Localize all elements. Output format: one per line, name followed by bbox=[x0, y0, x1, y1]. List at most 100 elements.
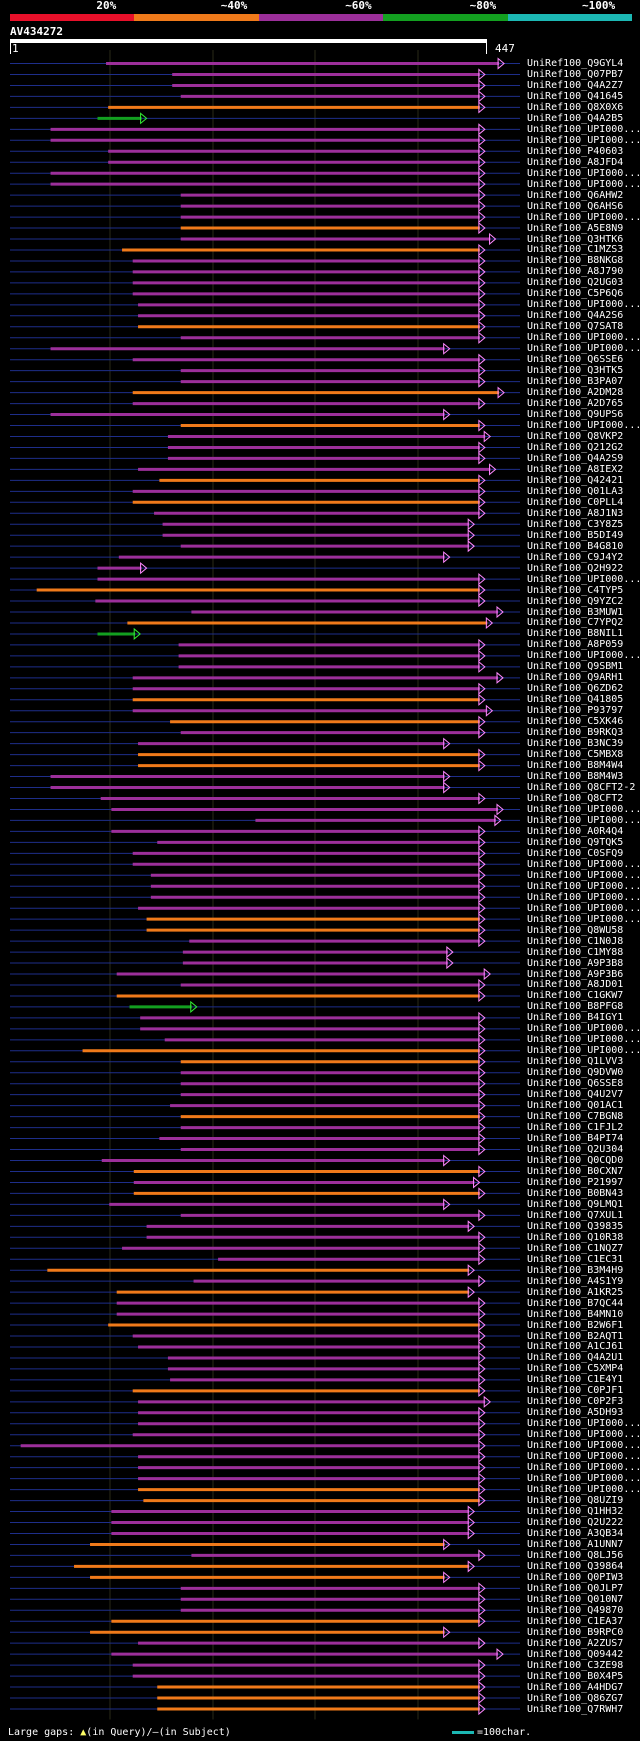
hit-label[interactable]: UniRef100_B4IGY1 bbox=[527, 1012, 624, 1024]
hit-label[interactable]: UniRef100_A4HDG7 bbox=[527, 1681, 624, 1693]
hit-label[interactable]: UniRef100_Q6ZD62 bbox=[527, 683, 624, 695]
hit-label[interactable]: UniRef100_Q9TQK5 bbox=[527, 836, 624, 848]
hit-label[interactable]: UniRef100_UPI000... bbox=[527, 913, 640, 925]
hit-label[interactable]: UniRef100_B2W6F1 bbox=[527, 1319, 624, 1331]
hit-label[interactable]: UniRef100_C5XK46 bbox=[527, 716, 624, 728]
hit-label[interactable]: UniRef100_Q9LMQ1 bbox=[527, 1198, 624, 1210]
hit-label[interactable]: UniRef100_Q41645 bbox=[527, 90, 624, 102]
hit-label[interactable]: UniRef100_C7BGN8 bbox=[527, 1111, 624, 1123]
hit-label[interactable]: UniRef100_Q9GYL4 bbox=[527, 58, 624, 69]
hit-label[interactable]: UniRef100_UPI000... bbox=[527, 134, 640, 146]
hit-label[interactable]: UniRef100_UPI000... bbox=[527, 1429, 640, 1441]
hit-label[interactable]: UniRef100_Q8CFT2-2 bbox=[527, 782, 636, 794]
hit-label[interactable]: UniRef100_C5P6Q6 bbox=[527, 288, 624, 300]
hit-label[interactable]: UniRef100_UPI000... bbox=[527, 1440, 640, 1452]
hit-label[interactable]: UniRef100_B2AQT1 bbox=[527, 1330, 624, 1342]
hit-label[interactable]: UniRef100_A5E8N9 bbox=[527, 222, 624, 234]
hit-label[interactable]: UniRef100_UPI000... bbox=[527, 814, 640, 826]
hit-label[interactable]: UniRef100_Q0PIW3 bbox=[527, 1571, 624, 1583]
hit-label[interactable]: UniRef100_B9RPC0 bbox=[527, 1626, 624, 1638]
hit-label[interactable]: UniRef100_Q8VKP2 bbox=[527, 430, 624, 442]
hit-label[interactable]: UniRef100_Q9DVW0 bbox=[527, 1067, 624, 1079]
hit-label[interactable]: UniRef100_C1EC31 bbox=[527, 1253, 624, 1265]
hit-label[interactable]: UniRef100_Q9UPS6 bbox=[527, 409, 624, 421]
hit-label[interactable]: UniRef100_C4TYP5 bbox=[527, 584, 624, 596]
hit-label[interactable]: UniRef100_A1UNN7 bbox=[527, 1538, 624, 1550]
hit-label[interactable]: UniRef100_UPI000... bbox=[527, 880, 640, 892]
hit-label[interactable]: UniRef100_C5MBX8 bbox=[527, 749, 624, 761]
hit-label[interactable]: UniRef100_Q1LVV3 bbox=[527, 1056, 624, 1068]
hit-label[interactable]: UniRef100_Q212G2 bbox=[527, 441, 624, 453]
hit-label[interactable]: UniRef100_A1CJ61 bbox=[527, 1341, 624, 1353]
hit-label[interactable]: UniRef100_A2ZUS7 bbox=[527, 1637, 624, 1649]
hit-label[interactable]: UniRef100_A3QB34 bbox=[527, 1527, 624, 1539]
hit-label[interactable]: UniRef100_B4MN10 bbox=[527, 1308, 624, 1320]
hit-label[interactable]: UniRef100_C1FJL2 bbox=[527, 1122, 624, 1134]
hit-label[interactable]: UniRef100_B8M4W4 bbox=[527, 760, 624, 772]
hit-label[interactable]: UniRef100_A2D765 bbox=[527, 398, 624, 410]
hit-label[interactable]: UniRef100_A8IEX2 bbox=[527, 463, 624, 475]
hit-label[interactable]: UniRef100_Q2H922 bbox=[527, 562, 624, 574]
hit-label[interactable]: UniRef100_Q9SBM1 bbox=[527, 661, 624, 673]
hit-label[interactable]: UniRef100_C7YPQ2 bbox=[527, 617, 624, 629]
hit-label[interactable]: UniRef100_Q7RWH7 bbox=[527, 1703, 624, 1715]
hit-label[interactable]: UniRef100_B4PI74 bbox=[527, 1133, 624, 1145]
hit-label[interactable]: UniRef100_C1EA37 bbox=[527, 1615, 624, 1627]
hit-label[interactable]: UniRef100_Q0CQD0 bbox=[527, 1155, 624, 1166]
hit-label[interactable]: UniRef100_B3MUW1 bbox=[527, 606, 624, 618]
hit-label[interactable]: UniRef100_A8JFD4 bbox=[527, 156, 624, 168]
hit-label[interactable]: UniRef100_B0X4P5 bbox=[527, 1670, 624, 1682]
hit-label[interactable]: UniRef100_Q86ZG7 bbox=[527, 1692, 624, 1704]
hit-label[interactable]: UniRef100_B7QC44 bbox=[527, 1297, 624, 1309]
hit-label[interactable]: UniRef100_UPI000... bbox=[527, 573, 640, 585]
hit-label[interactable]: UniRef100_B9RKQ3 bbox=[527, 727, 624, 739]
hit-label[interactable]: UniRef100_Q3HTK5 bbox=[527, 365, 624, 377]
hit-label[interactable]: UniRef100_A4S1Y9 bbox=[527, 1275, 624, 1287]
hit-label[interactable]: UniRef100_A9P3B6 bbox=[527, 968, 624, 980]
hit-label[interactable]: UniRef100_UPI000... bbox=[527, 1451, 640, 1463]
hit-label[interactable]: UniRef100_A9P3B8 bbox=[527, 957, 624, 969]
hit-label[interactable]: UniRef100_C1NQZ7 bbox=[527, 1242, 624, 1254]
hit-label[interactable]: UniRef100_Q6AHW2 bbox=[527, 189, 624, 201]
hit-label[interactable]: UniRef100_UPI000... bbox=[527, 858, 640, 870]
hit-label[interactable]: UniRef100_B0CXN7 bbox=[527, 1165, 624, 1177]
hit-label[interactable]: UniRef100_Q9ARH1 bbox=[527, 672, 624, 684]
hit-label[interactable]: UniRef100_Q4A2S6 bbox=[527, 310, 624, 322]
hit-label[interactable]: UniRef100_UPI000... bbox=[527, 299, 640, 311]
hit-label[interactable]: UniRef100_UPI000... bbox=[527, 332, 640, 344]
hit-label[interactable]: UniRef100_Q4A2Z7 bbox=[527, 79, 624, 91]
hit-label[interactable]: UniRef100_UPI000... bbox=[527, 1023, 640, 1035]
hit-label[interactable]: UniRef100_Q39835 bbox=[527, 1220, 624, 1232]
hit-label[interactable]: UniRef100_Q6SSE6 bbox=[527, 354, 624, 366]
hit-label[interactable]: UniRef100_UPI000... bbox=[527, 650, 640, 662]
hit-label[interactable]: UniRef100_Q010N7 bbox=[527, 1593, 624, 1605]
hit-label[interactable]: UniRef100_Q8UZI9 bbox=[527, 1495, 624, 1507]
hit-label[interactable]: UniRef100_A8P059 bbox=[527, 639, 624, 651]
hit-label[interactable]: UniRef100_C1MY88 bbox=[527, 946, 624, 958]
hit-label[interactable]: UniRef100_B8M4W3 bbox=[527, 771, 624, 783]
hit-label[interactable]: UniRef100_B3M4H9 bbox=[527, 1264, 624, 1276]
hit-label[interactable]: UniRef100_Q8CFT2 bbox=[527, 792, 624, 804]
hit-label[interactable]: UniRef100_Q2UG03 bbox=[527, 277, 624, 289]
hit-label[interactable]: UniRef100_Q8WU58 bbox=[527, 924, 624, 936]
hit-label[interactable]: UniRef100_Q1HH32 bbox=[527, 1506, 624, 1518]
hit-label[interactable]: UniRef100_B8PFG8 bbox=[527, 1001, 624, 1013]
hit-label[interactable]: UniRef100_Q07PB7 bbox=[527, 68, 624, 80]
hit-label[interactable]: UniRef100_UPI000... bbox=[527, 343, 640, 355]
hit-label[interactable]: UniRef100_Q41805 bbox=[527, 694, 624, 706]
hit-label[interactable]: UniRef100_Q01AC1 bbox=[527, 1100, 624, 1112]
hit-label[interactable]: UniRef100_B3NC39 bbox=[527, 738, 624, 750]
hit-label[interactable]: UniRef100_A8JD01 bbox=[527, 979, 624, 991]
hit-label[interactable]: UniRef100_Q6SSE8 bbox=[527, 1078, 624, 1090]
hit-label[interactable]: UniRef100_Q49870 bbox=[527, 1604, 624, 1616]
hit-label[interactable]: UniRef100_Q7SAT8 bbox=[527, 321, 624, 333]
hit-label[interactable]: UniRef100_Q3HTK6 bbox=[527, 233, 624, 245]
hit-label[interactable]: UniRef100_P93797 bbox=[527, 705, 624, 717]
hit-label[interactable]: UniRef100_UPI000... bbox=[527, 1473, 640, 1485]
hit-label[interactable]: UniRef100_C1E4Y1 bbox=[527, 1374, 624, 1386]
hit-label[interactable]: UniRef100_B8NKG8 bbox=[527, 255, 624, 267]
hit-label[interactable]: UniRef100_UPI000... bbox=[527, 178, 640, 190]
hit-label[interactable]: UniRef100_B5DI49 bbox=[527, 529, 624, 541]
hit-label[interactable]: UniRef100_Q9YZC2 bbox=[527, 595, 624, 607]
hit-label[interactable]: UniRef100_P21997 bbox=[527, 1176, 624, 1188]
